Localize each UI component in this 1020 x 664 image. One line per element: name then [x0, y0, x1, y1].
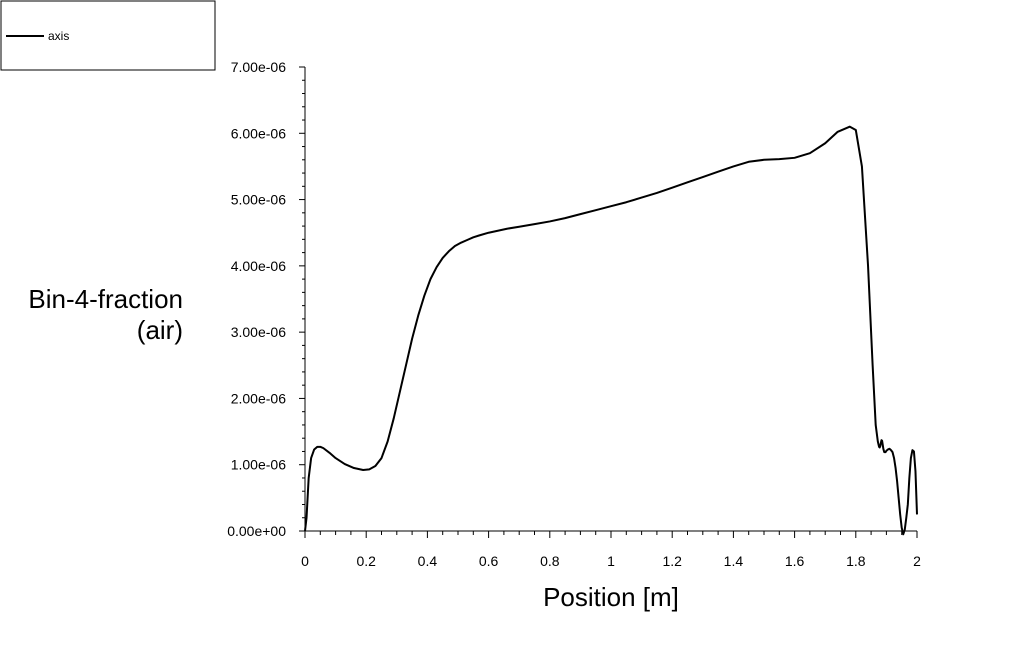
y-tick-label: 5.00e-06: [231, 192, 286, 208]
x-tick-label: 1.8: [846, 553, 866, 569]
x-tick-label: 1: [607, 553, 615, 569]
y-tick-label: 4.00e-06: [231, 258, 286, 274]
y-tick-label: 3.00e-06: [231, 324, 286, 340]
y-tick-label: 0.00e+00: [227, 523, 286, 539]
y-axis-title-line-2: (air): [137, 315, 183, 345]
x-tick-label: 0: [301, 553, 309, 569]
x-axis-title: Position [m]: [543, 582, 679, 612]
x-tick-label: 0.6: [479, 553, 499, 569]
y-axis-title-line-1: Bin-4-fraction: [28, 284, 183, 314]
x-tick-label: 1.2: [662, 553, 682, 569]
x-tick-label: 2: [913, 553, 921, 569]
y-tick-label: 7.00e-06: [231, 59, 286, 75]
y-axis: 0.00e+00 1.00e-06 2.00e-06 3.00e-06 4.00e-06…: [227, 59, 306, 539]
x-tick-label: 0.4: [418, 553, 438, 569]
y-tick-label: 1.00e-06: [231, 457, 286, 473]
x-tick-label: 1.4: [724, 553, 744, 569]
y-tick-label: 6.00e-06: [231, 125, 286, 141]
legend-label: axis: [48, 29, 69, 43]
x-tick-label: 0.8: [540, 553, 560, 569]
x-tick-label: 0.2: [356, 553, 376, 569]
series-line-axis: [304, 125, 918, 536]
x-axis: 0 0.2 0.4 0.6 0.8 1 1.2 1.4 1.6 1.8 2: [301, 530, 921, 569]
y-tick-label: 2.00e-06: [231, 390, 286, 406]
x-tick-label: 1.6: [785, 553, 805, 569]
legend: axis: [0, 0, 216, 71]
